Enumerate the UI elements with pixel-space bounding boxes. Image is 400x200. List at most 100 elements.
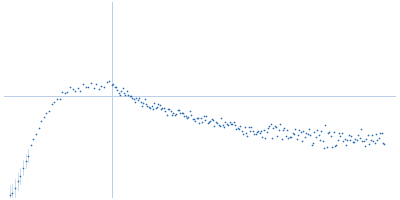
Point: [150, 107, 156, 110]
Point: [322, 124, 328, 127]
Point: [298, 130, 304, 133]
Point: [352, 137, 359, 140]
Point: [315, 133, 322, 136]
Point: [284, 129, 290, 132]
Point: [202, 118, 208, 122]
Point: [200, 114, 207, 118]
Point: [370, 139, 376, 142]
Point: [296, 128, 302, 131]
Point: [326, 130, 333, 133]
Point: [291, 133, 297, 136]
Point: [234, 126, 241, 130]
Point: [276, 129, 282, 132]
Point: [168, 109, 174, 112]
Point: [270, 127, 276, 130]
Point: [142, 97, 148, 100]
Point: [181, 114, 188, 117]
Point: [244, 134, 250, 137]
Point: [75, 86, 81, 90]
Point: [251, 132, 257, 135]
Point: [318, 129, 324, 132]
Point: [166, 108, 172, 111]
Point: [20, 166, 26, 169]
Point: [114, 89, 120, 92]
Point: [14, 180, 21, 183]
Point: [372, 142, 378, 145]
Point: [337, 135, 344, 138]
Point: [182, 115, 189, 118]
Point: [170, 112, 177, 115]
Point: [203, 114, 210, 117]
Point: [226, 121, 233, 124]
Point: [211, 125, 218, 128]
Point: [229, 123, 236, 126]
Point: [263, 130, 270, 133]
Point: [110, 82, 116, 86]
Point: [113, 85, 119, 88]
Point: [243, 131, 249, 135]
Point: [126, 94, 133, 97]
Point: [59, 91, 65, 94]
Point: [266, 125, 272, 128]
Point: [346, 133, 352, 137]
Point: [359, 139, 366, 142]
Point: [177, 111, 184, 114]
Point: [348, 134, 354, 137]
Point: [355, 134, 362, 137]
Point: [358, 127, 364, 130]
Point: [373, 132, 379, 135]
Point: [341, 138, 348, 141]
Point: [129, 96, 136, 99]
Point: [343, 143, 349, 147]
Point: [48, 103, 55, 106]
Point: [338, 132, 345, 135]
Point: [38, 120, 44, 123]
Point: [260, 129, 267, 132]
Point: [246, 125, 252, 128]
Point: [155, 103, 162, 106]
Point: [192, 119, 198, 122]
Point: [374, 138, 380, 141]
Point: [233, 127, 240, 130]
Point: [347, 139, 353, 142]
Point: [106, 79, 112, 83]
Point: [254, 130, 260, 133]
Point: [146, 106, 152, 109]
Point: [148, 105, 155, 108]
Point: [381, 142, 388, 146]
Point: [9, 192, 16, 195]
Point: [269, 137, 275, 140]
Point: [46, 109, 52, 112]
Point: [378, 131, 385, 135]
Point: [88, 82, 94, 85]
Point: [217, 124, 223, 127]
Point: [221, 126, 227, 129]
Point: [36, 126, 42, 129]
Point: [247, 130, 253, 133]
Point: [210, 119, 216, 122]
Point: [118, 89, 124, 92]
Point: [185, 115, 192, 118]
Point: [258, 130, 264, 133]
Point: [194, 116, 200, 119]
Point: [220, 124, 226, 127]
Point: [172, 113, 178, 116]
Point: [165, 108, 171, 111]
Point: [22, 159, 29, 162]
Point: [377, 131, 383, 134]
Point: [350, 141, 356, 144]
Point: [241, 126, 248, 129]
Point: [133, 97, 140, 100]
Point: [207, 119, 214, 122]
Point: [286, 136, 293, 139]
Point: [191, 118, 197, 121]
Point: [306, 127, 312, 131]
Point: [54, 97, 60, 100]
Point: [28, 144, 34, 147]
Point: [273, 126, 279, 129]
Point: [124, 89, 130, 92]
Point: [328, 135, 334, 138]
Point: [334, 138, 341, 141]
Point: [363, 138, 370, 141]
Point: [228, 122, 234, 125]
